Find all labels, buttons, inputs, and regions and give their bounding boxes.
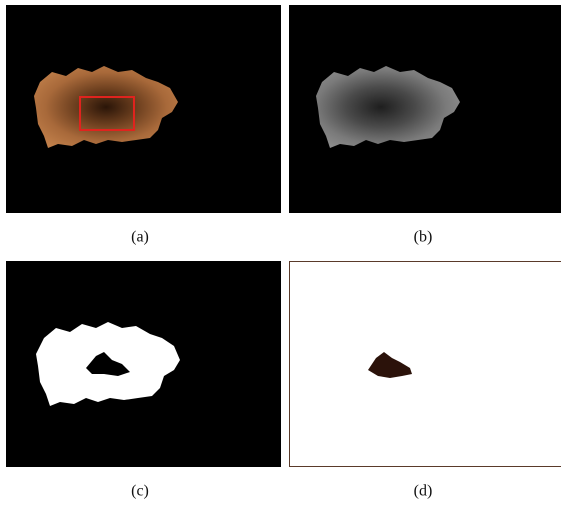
caption: (c): [131, 483, 149, 500]
image-background: [290, 262, 561, 467]
caption: (d): [414, 483, 433, 500]
page: (a) (b) (c) (d) (() => { const data = JS…: [0, 0, 561, 506]
caption: (a): [131, 229, 149, 246]
panel-c: (c): [6, 261, 281, 500]
panel-d: (d): [290, 262, 561, 500]
panel-b: (b): [289, 5, 561, 246]
figure: (a) (b) (c) (d): [0, 0, 561, 506]
caption: (b): [414, 229, 433, 246]
panel-a: (a): [6, 5, 281, 246]
